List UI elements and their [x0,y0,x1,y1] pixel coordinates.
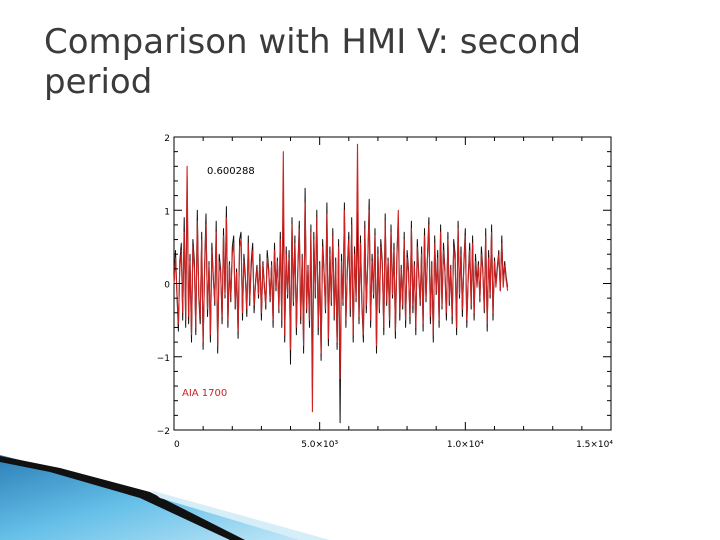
labels-layer: 0 5.0×10³ 1.0×10⁴ 1.5×10⁴ −2 −1 0 1 2 [157,134,614,450]
annotation-correlation: 0.600288 [207,166,255,177]
y-tick-label: −1 [157,354,170,364]
series-layer [173,143,509,424]
decor-light-swoosh [150,490,330,540]
y-tick-label: 0 [164,281,170,291]
x-tick-label: 1.5×10⁴ [576,440,613,450]
decor-black-swoosh [0,456,245,540]
series-line-2 [173,143,509,413]
slide-title: Comparison with HMI V: second period [44,22,582,102]
y-tick-label: −2 [157,427,170,437]
x-tick-label: 5.0×10³ [301,440,338,450]
y-tick-label: 2 [164,134,170,144]
x-tick-label: 1.0×10⁴ [447,440,484,450]
x-tick-label: 0 [174,440,180,450]
annotation-aia-1700: AIA 1700 [182,388,227,399]
ticks-layer [173,136,612,431]
y-tick-label: 1 [164,207,170,217]
